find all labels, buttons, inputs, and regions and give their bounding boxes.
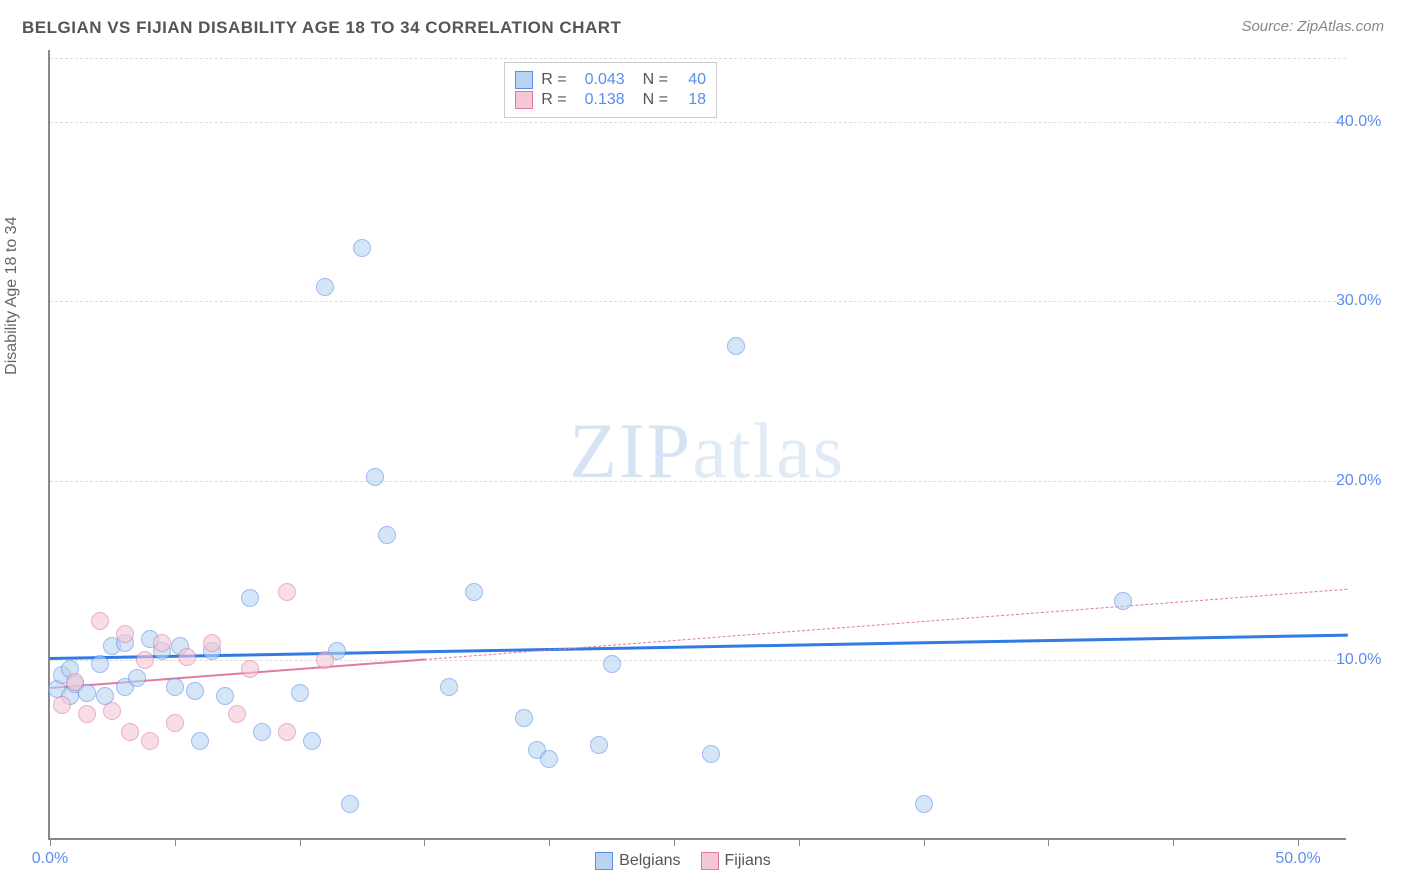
x-tick [1173,838,1174,846]
data-point [465,583,483,601]
data-point [316,278,334,296]
data-point [702,745,720,763]
trend-dash-fijians [424,589,1348,660]
data-point [727,337,745,355]
data-point [66,673,84,691]
data-point [540,750,558,768]
x-tick-label: 0.0% [32,850,68,868]
x-tick [924,838,925,846]
data-point [203,634,221,652]
chart-title: BELGIAN VS FIJIAN DISABILITY AGE 18 TO 3… [22,18,621,38]
data-point [141,732,159,750]
y-axis-label: Disability Age 18 to 34 [3,217,21,375]
data-point [253,723,271,741]
legend-label: Belgians [619,852,680,870]
legend-swatch [515,91,533,109]
x-tick [424,838,425,846]
stats-legend: R = 0.043 N = 40 R = 0.138 N = 18 [504,62,717,118]
x-tick [50,838,51,846]
data-point [915,795,933,813]
data-point [121,723,139,741]
stat-n-value: 18 [676,91,706,109]
y-tick-label: 40.0% [1336,113,1396,131]
y-tick-label: 10.0% [1336,651,1396,669]
data-point [116,625,134,643]
data-point [191,732,209,750]
data-point [136,651,154,669]
data-point [53,696,71,714]
data-point [78,705,96,723]
legend-swatch [515,71,533,89]
data-point [515,709,533,727]
data-point [153,634,171,652]
gridline [50,122,1346,123]
stat-r-label: R = [541,91,566,109]
x-tick [799,838,800,846]
stat-n-label: N = [643,71,668,89]
plot-area: ZIPatlas 10.0%20.0%30.0%40.0%0.0%50.0%R … [48,50,1346,840]
data-point [303,732,321,750]
data-point [128,669,146,687]
data-point [366,468,384,486]
data-point [216,687,234,705]
data-point [353,239,371,257]
stats-row: R = 0.043 N = 40 [515,71,706,89]
gridline [50,481,1346,482]
legend-label: Fijians [725,852,771,870]
data-point [241,589,259,607]
stat-r-value: 0.138 [575,91,625,109]
data-point [278,583,296,601]
data-point [241,660,259,678]
stat-n-label: N = [643,91,668,109]
x-tick [674,838,675,846]
stat-n-value: 40 [676,71,706,89]
legend-swatch [595,852,613,870]
data-point [1114,592,1132,610]
x-tick-label: 50.0% [1275,850,1320,868]
legend-item: Fijians [701,852,771,870]
data-point [590,736,608,754]
data-point [378,526,396,544]
data-point [178,648,196,666]
stat-r-value: 0.043 [575,71,625,89]
data-point [228,705,246,723]
data-point [341,795,359,813]
x-tick [1048,838,1049,846]
stats-row: R = 0.138 N = 18 [515,91,706,109]
gridline [50,58,1346,59]
x-tick [1298,838,1299,846]
data-point [91,655,109,673]
data-point [186,682,204,700]
data-point [291,684,309,702]
x-tick [175,838,176,846]
data-point [440,678,458,696]
x-tick [549,838,550,846]
data-point [91,612,109,630]
y-tick-label: 30.0% [1336,292,1396,310]
data-point [278,723,296,741]
series-legend: Belgians Fijians [595,852,771,870]
data-point [603,655,621,673]
y-tick-label: 20.0% [1336,472,1396,490]
legend-item: Belgians [595,852,680,870]
data-point [166,714,184,732]
stat-r-label: R = [541,71,566,89]
data-point [103,702,121,720]
data-point [166,678,184,696]
x-tick [300,838,301,846]
source-attribution: Source: ZipAtlas.com [1241,18,1384,35]
data-point [316,651,334,669]
chart-container: Disability Age 18 to 34 ZIPatlas 10.0%20… [48,50,1388,840]
legend-swatch [701,852,719,870]
watermark: ZIPatlas [569,406,845,496]
gridline [50,301,1346,302]
